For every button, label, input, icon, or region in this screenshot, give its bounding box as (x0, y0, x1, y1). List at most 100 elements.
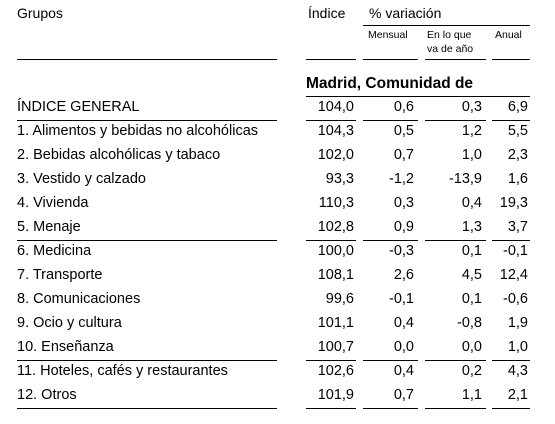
group-separator (492, 240, 530, 241)
table-bottom-rule (492, 408, 530, 409)
group-separator (425, 360, 486, 361)
cell-monthly: 2,6 (393, 267, 414, 283)
header-rule-annual (492, 59, 530, 60)
variation-header: % variación (369, 5, 442, 21)
row-label: 7. Transporte (17, 267, 103, 283)
cell-index: 102,6 (317, 363, 354, 379)
cell-index: 100,0 (317, 243, 354, 259)
row-label: 3. Vestido y calzado (17, 171, 146, 187)
cell-index: 99,6 (325, 291, 354, 307)
row-label: 10. Enseñanza (17, 339, 114, 355)
cell-index: 101,1 (317, 315, 354, 331)
cell-annual: 1,6 (507, 171, 528, 187)
cell-monthly: -0,3 (389, 243, 414, 259)
cell-annual: 3,7 (507, 219, 528, 235)
group-separator (425, 240, 486, 241)
header-rule-groups (17, 59, 277, 60)
cell-index: 104,0 (317, 99, 354, 115)
cell-annual: 1,0 (507, 339, 528, 355)
cell-index: 101,9 (317, 387, 354, 403)
cell-ytd: -0,8 (457, 315, 482, 331)
region-underline (306, 96, 530, 97)
cell-ytd: 1,0 (461, 147, 482, 163)
monthly-header: Mensual (368, 29, 408, 41)
variation-underline (363, 25, 530, 26)
cell-annual: 2,1 (507, 387, 528, 403)
cell-ytd: 1,2 (461, 123, 482, 139)
group-separator (17, 240, 277, 241)
cell-monthly: 0,5 (393, 123, 414, 139)
table-bottom-rule (17, 408, 277, 409)
cell-index: 102,8 (317, 219, 354, 235)
row-label: 12. Otros (17, 387, 77, 403)
annual-header: Anual (495, 29, 522, 41)
cell-ytd: -13,9 (448, 171, 482, 187)
cell-ytd: 0,1 (461, 291, 482, 307)
group-separator (425, 120, 486, 121)
cell-annual: 5,5 (507, 123, 528, 139)
group-separator (363, 120, 418, 121)
group-separator (17, 360, 277, 361)
index-header: Índice (308, 5, 346, 21)
cell-index: 100,7 (317, 339, 354, 355)
header-rule-ytd (425, 59, 486, 60)
cell-annual: 4,3 (507, 363, 528, 379)
table-bottom-rule (425, 408, 486, 409)
cell-annual: 19,3 (499, 195, 528, 211)
cell-annual: 2,3 (507, 147, 528, 163)
row-label: 2. Bebidas alcohólicas y tabaco (17, 147, 221, 163)
table-bottom-rule (363, 408, 418, 409)
group-separator (363, 360, 418, 361)
header-rule-index (306, 59, 356, 60)
ytd-header-line2: va de año (427, 43, 474, 55)
cell-index: 93,3 (325, 171, 354, 187)
cell-monthly: -1,2 (389, 171, 414, 187)
cell-ytd: 1,3 (461, 219, 482, 235)
cell-annual: 12,4 (499, 267, 528, 283)
row-label: 1. Alimentos y bebidas no alcohólicas (17, 123, 259, 139)
group-separator (492, 120, 530, 121)
cell-monthly: 0,3 (393, 195, 414, 211)
cell-annual: 6,9 (507, 99, 528, 115)
cell-index: 104,3 (317, 123, 354, 139)
cell-ytd: 1,1 (461, 387, 482, 403)
cell-index: 110,3 (318, 195, 354, 211)
cell-ytd: 0,0 (461, 339, 482, 355)
group-separator (306, 240, 356, 241)
row-label: 11. Hoteles, cafés y restaurantes (17, 363, 228, 379)
group-separator (306, 120, 356, 121)
header-rule-monthly (363, 59, 418, 60)
row-label: ÍNDICE GENERAL (17, 99, 140, 115)
row-label: 6. Medicina (17, 243, 92, 259)
row-label: 4. Vivienda (17, 195, 89, 211)
cell-monthly: 0,6 (393, 99, 414, 115)
group-separator (363, 240, 418, 241)
cell-monthly: 0,0 (393, 339, 414, 355)
cell-annual: -0,6 (503, 291, 528, 307)
row-label: 8. Comunicaciones (17, 291, 141, 307)
cell-ytd: 0,3 (461, 99, 482, 115)
cell-index: 102,0 (317, 147, 354, 163)
group-separator (306, 360, 356, 361)
region-title: Madrid, Comunidad de (306, 75, 474, 92)
cell-monthly: 0,4 (393, 363, 414, 379)
cell-ytd: 0,4 (461, 195, 482, 211)
table-bottom-rule (306, 408, 356, 409)
cell-ytd: 0,1 (461, 243, 482, 259)
cell-monthly: -0,1 (389, 291, 414, 307)
ytd-header-line1: En lo que (427, 29, 472, 41)
groups-header: Grupos (17, 5, 63, 21)
cell-monthly: 0,7 (393, 147, 414, 163)
row-label: 5. Menaje (17, 219, 81, 235)
cell-monthly: 0,9 (393, 219, 414, 235)
group-separator (492, 360, 530, 361)
cell-index: 108,1 (317, 267, 354, 283)
cell-monthly: 0,4 (393, 315, 414, 331)
row-label: 9. Ocio y cultura (17, 315, 122, 331)
cell-monthly: 0,7 (393, 387, 414, 403)
cell-annual: 1,9 (507, 315, 528, 331)
cell-ytd: 0,2 (461, 363, 482, 379)
cell-annual: -0,1 (503, 243, 528, 259)
cell-ytd: 4,5 (461, 267, 482, 283)
group-separator (17, 120, 277, 121)
